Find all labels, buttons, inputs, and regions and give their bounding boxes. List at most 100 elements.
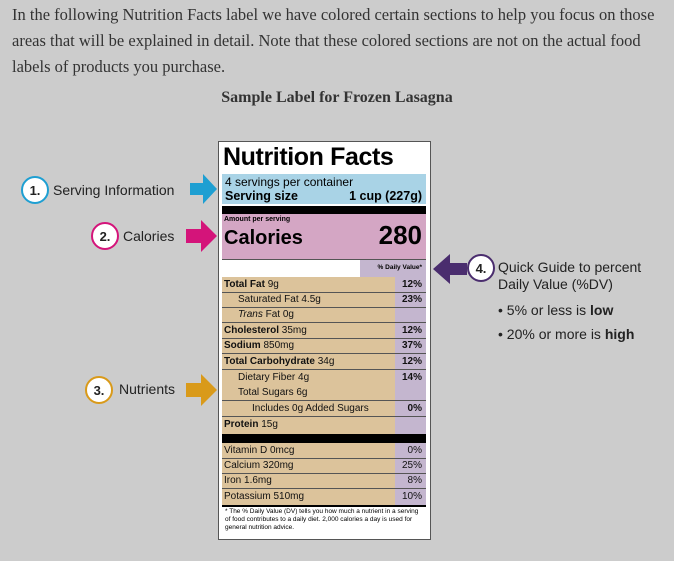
nutrient-name: Total Fat 9g xyxy=(224,277,279,293)
vitamin-row: Vitamin D 0mcg 0% xyxy=(222,443,426,459)
arrow-calories-icon xyxy=(186,220,217,252)
calories-section: Amount per serving Calories 280 xyxy=(222,214,426,259)
vitamin-name: Iron 1.6mg xyxy=(224,475,272,486)
thick-divider xyxy=(222,434,426,443)
intro-paragraph: In the following Nutrition Facts label w… xyxy=(12,5,655,76)
nutrient-amount: Includes 0g Added Sugars xyxy=(252,403,369,414)
dv-header-highlight xyxy=(360,260,426,277)
nutrient-dv-percent: 0% xyxy=(407,403,422,414)
nutrient-bold-name: Sodium xyxy=(224,340,261,351)
row-divider xyxy=(222,458,426,459)
nutrient-amount: Dietary Fiber 4g xyxy=(238,372,310,383)
nutrient-dv-percent: 12% xyxy=(401,279,422,290)
nutrient-row: Trans Fat 0g xyxy=(222,307,426,323)
serving-section: 4 servings per container Serving size 1 … xyxy=(222,174,426,204)
divider xyxy=(222,259,426,260)
nutrient-bold-name: Total Fat xyxy=(224,279,265,290)
nutrient-row: Saturated Fat 4.5g 23% xyxy=(222,292,426,308)
nutrient-amount: Total Sugars 6g xyxy=(238,387,308,398)
nutrient-name: Cholesterol 35mg xyxy=(224,323,307,339)
nutrient-row: Dietary Fiber 4g 14% xyxy=(222,370,426,386)
vitamins-section xyxy=(222,443,426,505)
calories-value: 280 xyxy=(378,220,422,250)
vitamin-name: Vitamin D 0mcg xyxy=(224,445,295,456)
arrow-dv-icon xyxy=(433,254,467,284)
nutrient-name: Protein 15g xyxy=(224,417,278,433)
nutrient-dv-percent: 12% xyxy=(401,356,422,367)
nutrient-amount: 15g xyxy=(258,419,278,430)
nutrient-name: Total Carbohydrate 34g xyxy=(224,354,334,370)
nutrient-row: Sodium 850mg 37% xyxy=(222,338,426,354)
vitamin-row: Calcium 320mg 25% xyxy=(222,458,426,474)
row-divider xyxy=(222,292,426,293)
amount-per-serving: Amount per serving xyxy=(224,216,291,223)
nutrient-name: Total Sugars 6g xyxy=(238,385,308,401)
nutrient-row: Protein 15g xyxy=(222,417,426,433)
row-divider xyxy=(222,369,426,370)
nutrient-row: Total Sugars 6g xyxy=(222,385,426,401)
nutrient-bold-name: Protein xyxy=(224,419,259,430)
row-divider xyxy=(222,473,426,474)
servings-per-container: 4 servings per container xyxy=(225,175,354,189)
nutrient-name: Sodium 850mg xyxy=(224,338,294,354)
row-divider xyxy=(222,488,426,489)
callout-3-badge: 3. xyxy=(85,376,113,404)
vitamin-name: Calcium 320mg xyxy=(224,460,294,471)
row-divider xyxy=(222,353,426,354)
nutrition-facts-label: Nutrition Facts 4 servings per container… xyxy=(218,141,431,540)
vitamin-name: Potassium 510mg xyxy=(224,491,305,502)
callout-dv-line2: Daily Value (%DV) xyxy=(498,276,613,292)
dv-column xyxy=(395,277,426,437)
nutrient-row: Total Fat 9g 12% xyxy=(222,277,426,293)
nutrient-dv-percent: 14% xyxy=(401,372,422,383)
nutrient-name: Trans Fat 0g xyxy=(238,307,294,323)
vitamin-row: Potassium 510mg 10% xyxy=(222,489,426,505)
arrow-serving-icon xyxy=(190,174,217,204)
nutrient-row: Total Carbohydrate 34g 12% xyxy=(222,354,426,370)
nutrient-name: Includes 0g Added Sugars xyxy=(252,401,369,417)
nutrient-amount: 9g xyxy=(264,279,279,290)
nutrient-dv-percent: 37% xyxy=(401,340,422,351)
nutrients-section xyxy=(222,277,426,437)
label-title: Nutrition Facts xyxy=(223,143,394,171)
guide-high-prefix: • 20% or more is xyxy=(498,326,605,342)
thick-divider xyxy=(222,206,426,214)
guide-high-word: high xyxy=(604,326,635,342)
row-divider xyxy=(222,416,426,417)
nutrient-amount: Fat 0g xyxy=(262,309,294,320)
nutrient-amount: 850mg xyxy=(260,340,295,351)
guide-high: • 20% or more is high xyxy=(498,326,634,342)
guide-low-word: low xyxy=(590,302,614,318)
row-divider xyxy=(222,400,426,401)
nutrient-amount: 34g xyxy=(314,356,335,367)
guide-low: • 5% or less is low xyxy=(498,302,613,318)
dv-header-row: % Daily Value* xyxy=(222,260,426,277)
callout-serving-information: Serving Information xyxy=(53,182,175,198)
nutrient-bold-name: Total Carbohydrate xyxy=(224,356,315,367)
nutrient-italic-name: Trans xyxy=(238,309,263,320)
row-divider xyxy=(222,338,426,339)
nutrient-row: Includes 0g Added Sugars 0% xyxy=(222,401,426,417)
label-caption: Sample Label for Frozen Lasagna xyxy=(221,89,453,106)
callout-dv-line1: Quick Guide to percent xyxy=(498,259,642,275)
nutrient-dv-percent: 12% xyxy=(401,325,422,336)
guide-low-prefix: • 5% or less is xyxy=(498,302,591,318)
nutrient-amount: 35mg xyxy=(279,325,307,336)
nutrient-dv-percent: 23% xyxy=(401,294,422,305)
row-divider xyxy=(222,307,426,308)
vitamin-dv-percent: 25% xyxy=(401,460,422,471)
callout-1-badge: 1. xyxy=(21,176,49,204)
nutrient-name: Dietary Fiber 4g xyxy=(238,370,309,386)
callout-nutrients: Nutrients xyxy=(119,381,176,397)
vitamin-dv-percent: 10% xyxy=(401,491,422,502)
nutrient-row: Cholesterol 35mg 12% xyxy=(222,323,426,339)
vitamin-row: Iron 1.6mg 8% xyxy=(222,473,426,489)
callout-4-badge: 4. xyxy=(467,254,495,282)
nutrient-name: Saturated Fat 4.5g xyxy=(238,292,321,308)
callout-2-badge: 2. xyxy=(91,222,119,250)
footnote: * The % Daily Value (DV) tells you how m… xyxy=(225,508,419,531)
vitamin-dv-percent: 8% xyxy=(407,475,422,486)
nutrient-bold-name: Cholesterol xyxy=(224,325,280,336)
divider xyxy=(222,505,426,507)
serving-size-label: Serving size xyxy=(225,189,298,203)
